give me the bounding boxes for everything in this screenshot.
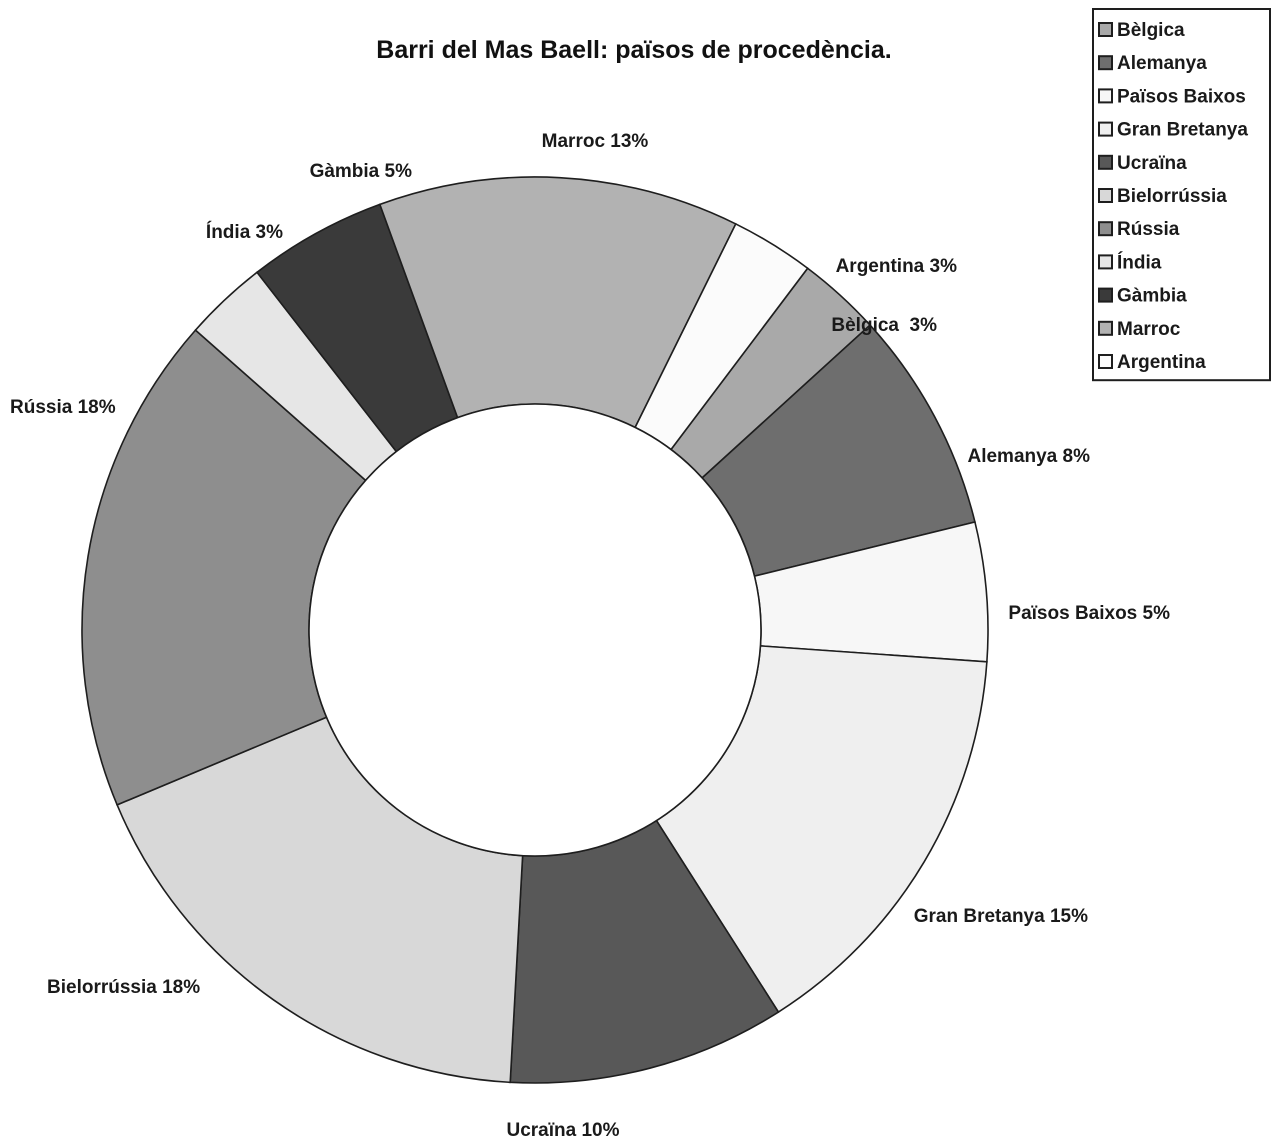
legend-label-russia: Rússia [1117, 219, 1180, 240]
legend-swatch-india [1098, 254, 1113, 270]
legend-label-ucraina: Ucraïna [1117, 153, 1187, 174]
slice-label-ucraina: Ucraïna 10% [506, 1120, 619, 1141]
slice-label-belgica: Bèlgica 3% [831, 315, 937, 336]
slice-label-alemanya: Alemanya 8% [967, 446, 1090, 467]
legend-label-bielorrussia: Bielorrússia [1117, 186, 1227, 207]
slice-label-russia: Rússia 18% [10, 397, 116, 418]
legend-swatch-belgica [1098, 22, 1113, 37]
legend-box [1092, 8, 1271, 382]
legend-swatch-gran-bretanya [1098, 121, 1113, 137]
slice-label-gambia: Gàmbia 5% [310, 161, 413, 182]
slice-label-marroc: Marroc 13% [542, 131, 649, 152]
legend-label-paisos-baixos: Països Baixos [1117, 86, 1246, 107]
legend-swatch-ucraina [1098, 154, 1113, 170]
chart-title: Barri del Mas Baell: països de procedènc… [376, 36, 891, 64]
legend-label-argentina: Argentina [1117, 352, 1206, 373]
legend-swatch-russia [1098, 221, 1113, 237]
legend-label-india: Índia [1117, 251, 1162, 273]
legend-label-gambia: Gàmbia [1117, 286, 1187, 307]
legend-label-alemanya: Alemanya [1117, 53, 1207, 74]
legend-label-gran-bretanya: Gran Bretanya [1117, 120, 1248, 141]
legend-swatch-marroc [1098, 320, 1113, 336]
legend-swatch-alemanya [1098, 55, 1113, 71]
slice-label-india: Índia 3% [206, 221, 283, 243]
legend-swatch-gambia [1098, 287, 1113, 303]
slice-labels-group: Bèlgica 3% Alemanya 8% Països Baixos 5% Gra… [10, 131, 1170, 1141]
legend-swatch-paisos-baixos [1098, 88, 1113, 104]
slice-label-bielorrussia: Bielorrússia 18% [47, 977, 200, 998]
slice-label-argentina: Argentina 3% [836, 256, 958, 277]
legend-label-marroc: Marroc [1117, 319, 1181, 340]
slice-label-gran-bretanya: Gran Bretanya 15% [914, 906, 1088, 927]
legend: Bèlgica Alemanya Països Baixos Gran Bretany… [1092, 8, 1271, 382]
legend-swatch-argentina [1098, 354, 1113, 369]
legend-label-belgica: Bèlgica [1117, 20, 1185, 41]
legend-swatch-bielorrussia [1098, 188, 1113, 203]
slices-group [81, 176, 989, 1084]
donut-hole [308, 403, 762, 857]
slice-label-paisos-baixos: Països Baixos 5% [1008, 603, 1170, 624]
